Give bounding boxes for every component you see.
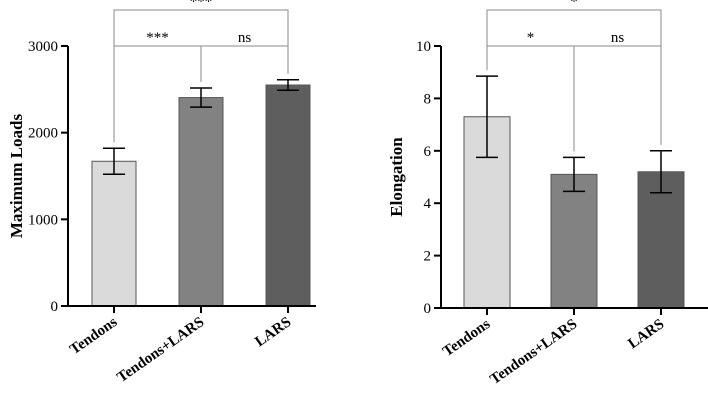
significance-bracket: * [486, 0, 662, 145]
y-axis-title: Elongation [387, 137, 406, 217]
bracket-line [573, 45, 662, 152]
x-tick-label: Tendons [67, 314, 120, 358]
y-tick-label: 6 [424, 144, 432, 160]
y-tick-label: 4 [424, 196, 432, 212]
significance-bracket: ns [573, 30, 662, 152]
significance-label: ns [611, 30, 625, 46]
bar-lars [265, 84, 311, 307]
y-tick-label: 10 [416, 39, 431, 55]
y-tick-label: 1000 [28, 212, 58, 228]
bar-tendons-lars [178, 97, 224, 307]
error-bar [103, 147, 125, 176]
bar-tendons-lars [550, 173, 598, 309]
y-axis-title: Maximum Loads [7, 114, 26, 239]
x-tick-label: Tendons+LARS [487, 316, 580, 388]
significance-label: * [570, 0, 578, 10]
error-bar [650, 150, 672, 194]
y-tick-label: 2 [424, 249, 432, 265]
significance-bracket: *** [113, 0, 289, 143]
bracket-line [200, 45, 289, 83]
y-tick-label: 8 [424, 91, 432, 107]
significance-label: ns [238, 30, 252, 46]
y-tick-label: 2000 [28, 126, 58, 142]
x-tick-label: LARS [625, 316, 667, 352]
error-bar [563, 156, 585, 193]
significance-label: *** [146, 30, 169, 46]
y-tick-label: 3000 [28, 39, 58, 55]
x-tick-label: LARS [252, 314, 294, 350]
bracket-line [486, 9, 662, 145]
significance-label: *** [190, 0, 213, 10]
error-bar [277, 79, 299, 91]
significance-bracket: ns [200, 30, 289, 83]
x-tick-label: Tendons [440, 316, 493, 360]
y-tick-label: 0 [424, 301, 432, 317]
bracket-line [113, 9, 289, 143]
bar-tendons [91, 160, 137, 307]
significance-label: * [527, 30, 535, 46]
error-bar [476, 75, 498, 159]
error-bar [190, 87, 212, 108]
y-tick-label: 0 [51, 299, 59, 315]
x-tick-label: Tendons+LARS [114, 314, 207, 386]
